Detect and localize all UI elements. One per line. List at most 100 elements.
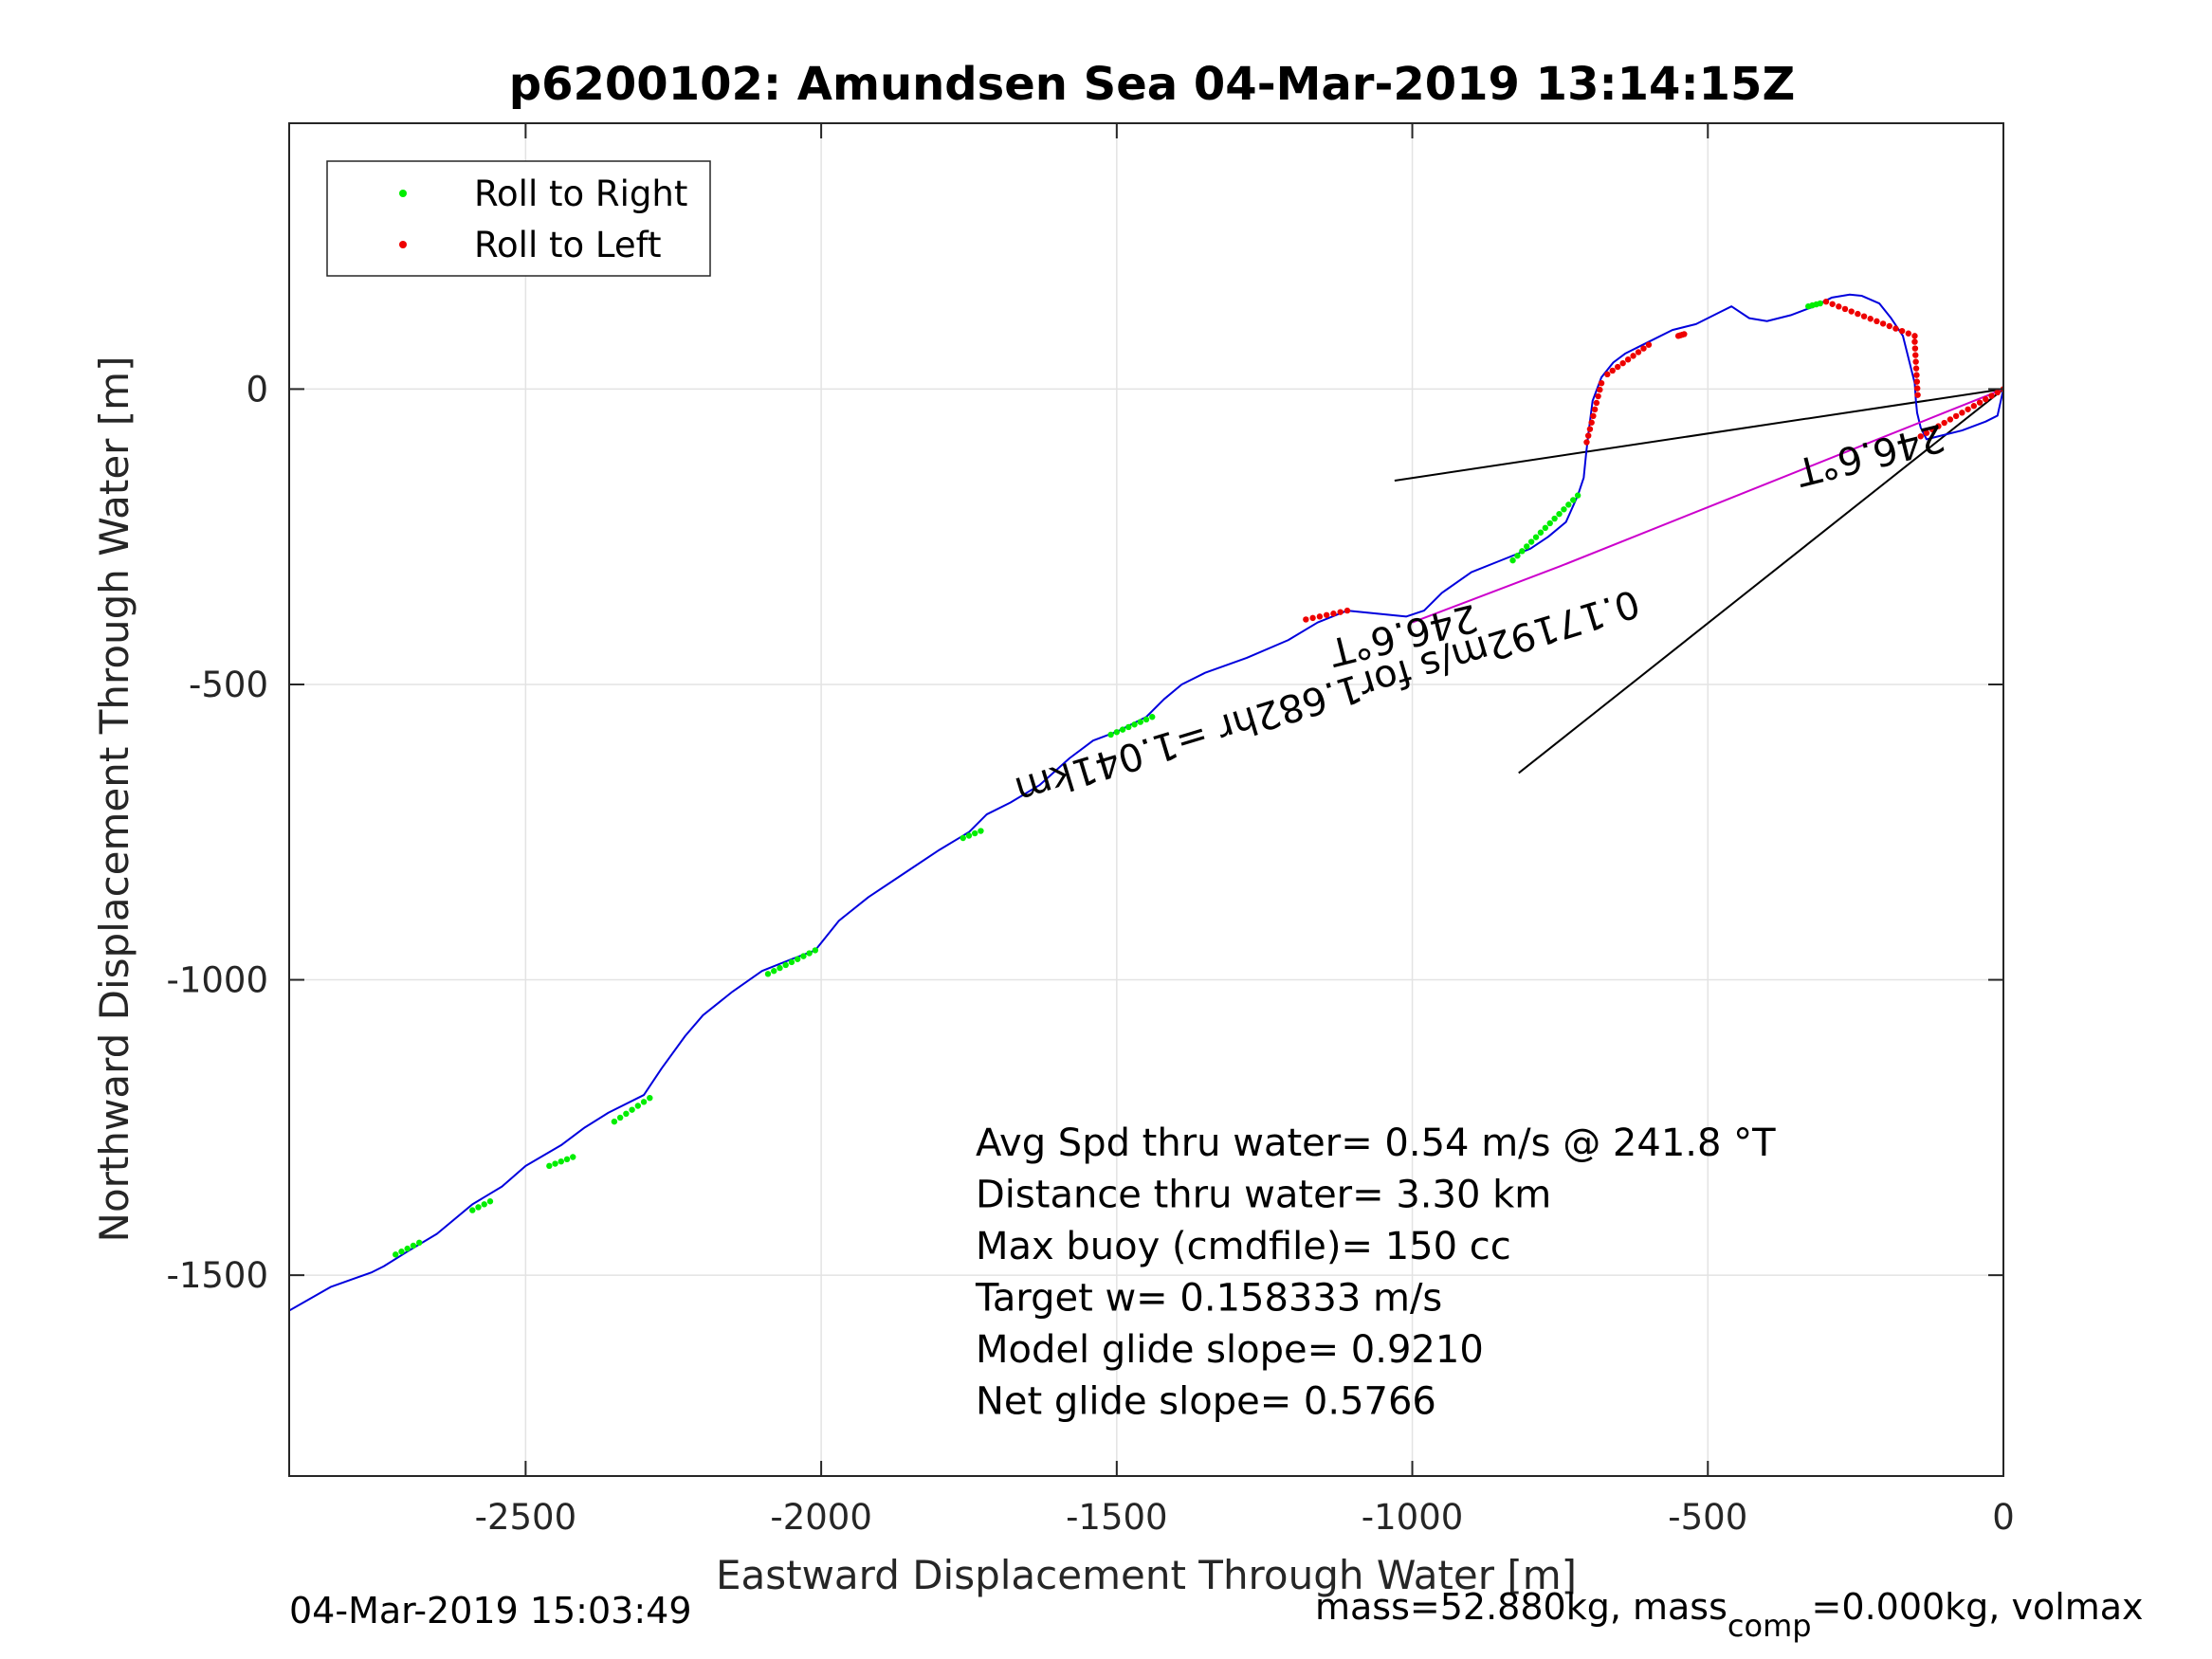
- roll-to-right-marker: [486, 1198, 494, 1205]
- roll-to-left-marker: [1867, 316, 1874, 322]
- roll-to-right-marker: [558, 1158, 564, 1165]
- roll-to-left-marker: [1929, 426, 1936, 433]
- roll-to-right-marker: [611, 1118, 618, 1125]
- roll-to-left-marker: [1898, 327, 1906, 335]
- roll-to-left-marker: [1309, 614, 1316, 622]
- roll-to-left-marker: [1912, 352, 1919, 358]
- roll-to-left-marker: [1604, 371, 1611, 378]
- roll-to-left-marker: [1874, 318, 1880, 325]
- roll-to-left-marker: [1630, 353, 1636, 359]
- roll-to-right-marker: [1817, 300, 1823, 307]
- roll-to-left-marker: [1598, 379, 1605, 387]
- x-axis-ticks: -2500 -2000 -1500 -1000 -500 0: [475, 123, 2015, 1538]
- roll-to-right-marker: [415, 1239, 423, 1247]
- roll-to-left-marker: [1886, 322, 1892, 330]
- stat-line: Net glide slope= 0.5766: [976, 1380, 1436, 1424]
- roll-to-right-marker: [647, 1094, 653, 1102]
- roll-to-right-marker: [1527, 538, 1535, 545]
- roll-to-left-marker: [1848, 308, 1855, 315]
- roll-to-left-marker: [1912, 365, 1920, 372]
- x-tick-label: -2500: [475, 1497, 577, 1538]
- roll-to-right-marker: [1556, 510, 1563, 518]
- roll-to-right-marker: [1137, 719, 1143, 725]
- stat-line: Model glide slope= 0.9210: [976, 1328, 1484, 1372]
- roll-to-right-marker: [794, 956, 801, 962]
- roll-to-left-marker: [1624, 356, 1632, 363]
- x-tick-label: -500: [1668, 1497, 1747, 1538]
- roll-to-left-marker: [1970, 403, 1978, 410]
- roll-to-left-marker: [1597, 386, 1603, 393]
- roll-to-left-marker: [1914, 385, 1921, 392]
- footer-mass-info: mass=52.880kg, masscomp=0.000kg, volmax: [1315, 1586, 2144, 1644]
- roll-to-right-marker: [1149, 714, 1156, 720]
- roll-to-left-marker: [1836, 303, 1842, 310]
- chart-title: p6200102: Amundsen Sea 04-Mar-2019 13:14…: [509, 58, 1796, 111]
- roll-to-right-marker: [404, 1245, 411, 1252]
- roll-to-right-marker: [764, 971, 772, 977]
- axes-box: [288, 122, 2004, 1477]
- roll-to-left-marker: [1619, 359, 1626, 367]
- series-line: [1412, 388, 2003, 624]
- roll-to-left-marker: [1829, 301, 1836, 307]
- roll-to-right-marker: [965, 832, 973, 839]
- roll-to-right-marker: [1546, 520, 1553, 527]
- series-lines: [289, 293, 2003, 1312]
- y-tick-label: -1000: [166, 960, 268, 1001]
- roll-to-right-marker: [1131, 721, 1138, 728]
- roll-to-right-marker: [1574, 492, 1581, 499]
- legend-label-roll-right: Roll to Right: [474, 173, 687, 214]
- roll-to-right-marker: [1551, 515, 1558, 522]
- roll-to-right-marker: [978, 828, 984, 834]
- roll-to-right-marker: [1113, 729, 1121, 736]
- roll-to-right-marker: [623, 1110, 630, 1118]
- roll-to-left-marker: [1965, 406, 1971, 412]
- x-tick-label: -2000: [770, 1497, 872, 1538]
- roll-to-right-marker: [960, 834, 966, 842]
- roll-to-right-marker: [1524, 543, 1530, 550]
- x-tick-label: 0: [1992, 1497, 2015, 1538]
- roll-to-right-marker: [398, 1249, 405, 1255]
- roll-to-right-marker: [1143, 716, 1150, 723]
- y-tick-label: -1500: [166, 1255, 268, 1296]
- roll-to-left-marker: [1330, 611, 1337, 617]
- stat-line: Target w= 0.158333 m/s: [975, 1277, 1442, 1321]
- roll-to-right-marker: [812, 947, 819, 954]
- roll-to-left-marker: [1879, 320, 1887, 327]
- legend-marker-roll-left: [399, 241, 407, 248]
- footer-timestamp: 04-Mar-2019 15:03:49: [289, 1590, 692, 1632]
- roll-to-left-marker: [1323, 611, 1330, 618]
- roll-to-left-marker: [1912, 358, 1919, 365]
- roll-to-left-marker: [1914, 392, 1921, 398]
- roll-to-left-marker: [1591, 406, 1599, 413]
- roll-to-left-marker: [1609, 367, 1616, 374]
- roll-to-left-marker: [1316, 613, 1324, 620]
- roll-to-left-marker: [1892, 325, 1899, 332]
- roll-to-right-marker: [782, 961, 789, 969]
- stat-line: Max buoy (cmdfile)= 150 cc: [976, 1225, 1511, 1268]
- roll-to-right-marker: [629, 1106, 635, 1113]
- reference-lines: [1394, 388, 2003, 775]
- roll-to-left-marker: [1988, 392, 1995, 399]
- footer-mass-sub: comp: [1728, 1608, 1812, 1644]
- roll-to-left-marker: [1983, 395, 1989, 403]
- roll-to-right-marker: [552, 1160, 558, 1167]
- roll-to-right-marker: [616, 1114, 624, 1121]
- roll-to-right-marker: [393, 1251, 399, 1258]
- stat-line: Avg Spd thru water= 0.54 m/s @ 241.8 °T: [976, 1121, 1776, 1165]
- roll-to-right-marker: [771, 968, 777, 975]
- x-tick-label: -1000: [1362, 1497, 1464, 1538]
- roll-to-left-marker: [1952, 412, 1960, 420]
- roll-to-right-marker: [640, 1099, 648, 1105]
- roll-to-right-marker: [1519, 548, 1526, 555]
- roll-to-right-marker: [788, 958, 795, 966]
- roll-to-left-marker: [1595, 392, 1601, 400]
- roll-to-left-marker: [1681, 331, 1688, 337]
- roll-to-left-marker: [1593, 399, 1600, 407]
- roll-to-left-marker: [1860, 313, 1868, 319]
- reference-line: [1518, 388, 2003, 775]
- roll-to-right-marker: [1537, 529, 1545, 536]
- roll-to-right-marker: [570, 1154, 576, 1160]
- y-axis-ticks: -1500 -1000 -500 0: [166, 369, 2003, 1296]
- roll-to-left-marker: [1303, 616, 1309, 623]
- footer-mass-prefix: mass=52.880kg, mass: [1315, 1586, 1728, 1628]
